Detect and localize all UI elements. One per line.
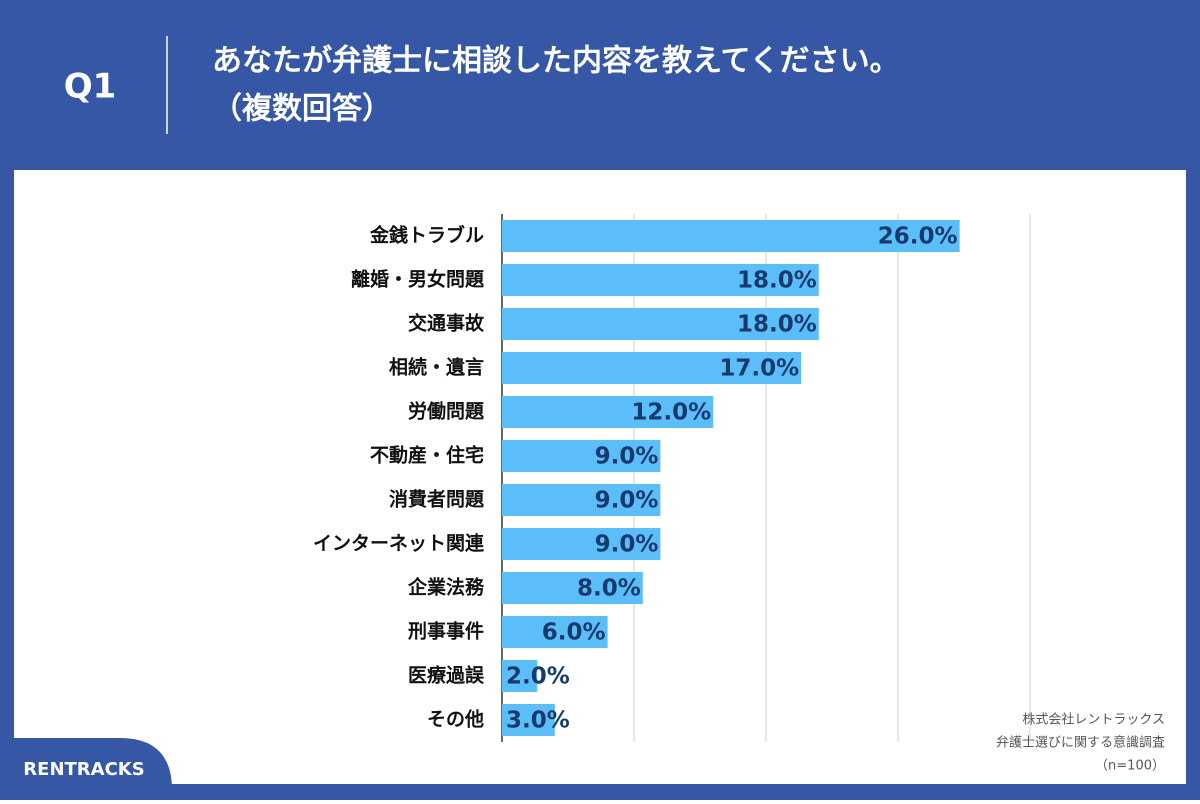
chart-title: あなたが弁護士に相談した内容を教えてください。: [212, 44, 900, 79]
value-label: 3.0%: [506, 708, 570, 734]
y-tick-label: 不動産・住宅: [370, 444, 484, 467]
bar: [502, 396, 714, 428]
value-label: 12.0%: [631, 400, 711, 426]
y-tick-label: 医療過誤: [408, 664, 485, 687]
y-tick-label: その他: [427, 708, 484, 731]
bar: [502, 308, 819, 340]
y-tick-label: 刑事事件: [408, 620, 484, 643]
bar: [502, 660, 538, 692]
bar: [502, 264, 819, 296]
bar: [502, 352, 802, 384]
value-label: 8.0%: [577, 576, 641, 602]
value-label: 9.0%: [595, 488, 659, 514]
y-tick-label: インターネット関連: [313, 532, 485, 555]
bar: [502, 528, 661, 560]
logo-tab: [0, 738, 172, 800]
source-note: 株式会社レントラックス: [1022, 712, 1165, 728]
bar: [502, 616, 608, 648]
panel: [14, 170, 1186, 784]
y-tick-label: 離婚・男女問題: [351, 268, 485, 291]
y-tick-label: 消費者問題: [389, 488, 485, 511]
value-label: 18.0%: [737, 268, 817, 294]
value-label: 9.0%: [595, 532, 659, 558]
value-label: 9.0%: [595, 444, 659, 470]
source-note: 弁護士選びに関する意識調査: [996, 735, 1165, 751]
y-tick-label: 金銭トラブル: [369, 224, 484, 247]
value-label: 26.0%: [878, 224, 958, 250]
question-number: Q1: [64, 67, 117, 107]
logo: RENTRACKS: [23, 759, 144, 780]
y-tick-label: 交通事故: [408, 312, 485, 335]
bar: [502, 484, 661, 516]
bar: [502, 572, 643, 604]
value-label: 2.0%: [506, 664, 570, 690]
value-label: 18.0%: [737, 312, 817, 338]
y-tick-label: 相続・遺言: [389, 356, 484, 379]
value-label: 17.0%: [719, 356, 799, 382]
bar: [502, 704, 555, 736]
y-tick-label: 企業法務: [407, 576, 485, 599]
y-tick-label: 労働問題: [408, 400, 485, 423]
source-note: （n=100）: [1095, 759, 1165, 774]
chart-subtitle: （複数回答）: [212, 92, 392, 127]
bar: [502, 220, 960, 252]
bar: [502, 440, 661, 472]
value-label: 6.0%: [542, 620, 606, 646]
